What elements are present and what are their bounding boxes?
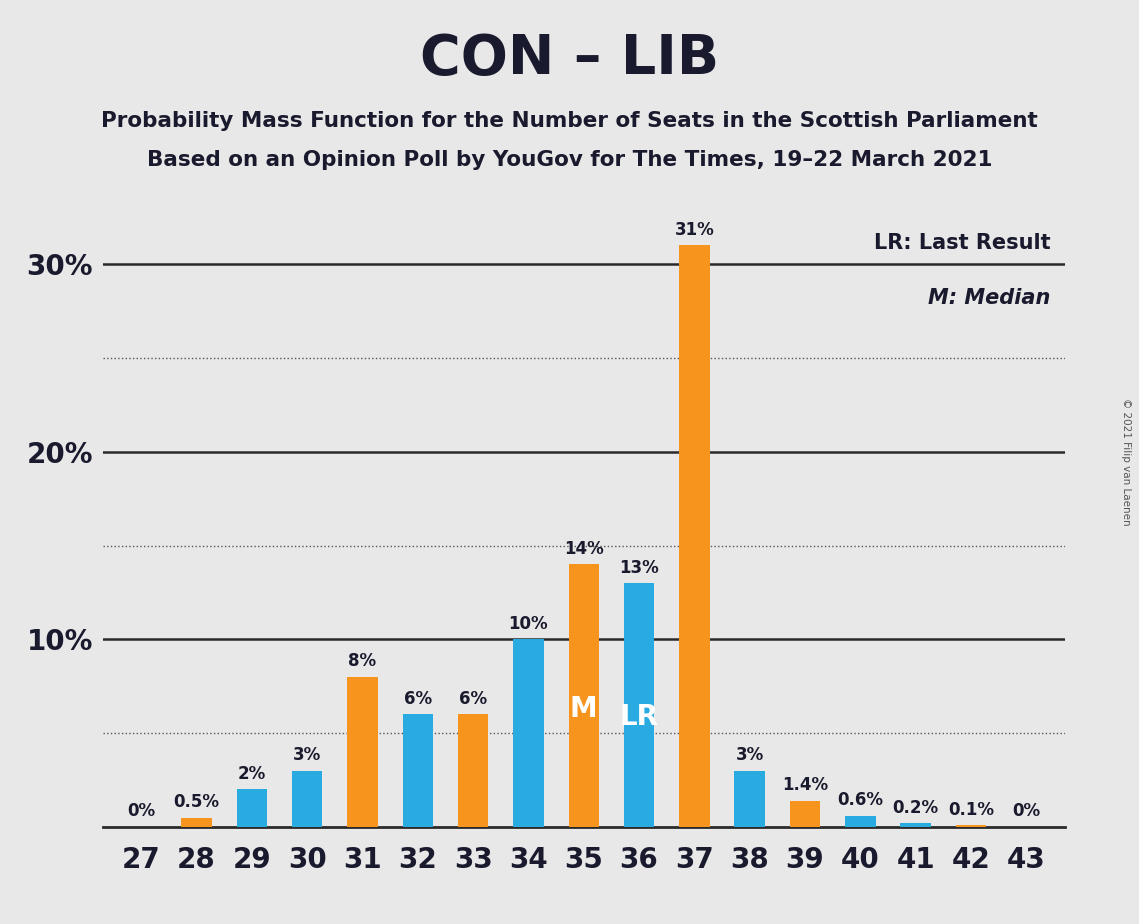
Text: 13%: 13% bbox=[620, 558, 659, 577]
Text: © 2021 Filip van Laenen: © 2021 Filip van Laenen bbox=[1121, 398, 1131, 526]
Bar bbox=[237, 789, 267, 827]
Text: 6%: 6% bbox=[403, 690, 432, 708]
Bar bbox=[679, 246, 710, 827]
Bar bbox=[956, 825, 986, 827]
Text: 8%: 8% bbox=[349, 652, 377, 670]
Text: 2%: 2% bbox=[238, 765, 267, 783]
Text: 0.5%: 0.5% bbox=[173, 793, 220, 811]
Bar bbox=[402, 714, 433, 827]
Bar bbox=[292, 771, 322, 827]
Text: 0.1%: 0.1% bbox=[948, 800, 994, 819]
Bar bbox=[514, 639, 543, 827]
Text: 0%: 0% bbox=[128, 802, 155, 821]
Text: 3%: 3% bbox=[736, 747, 764, 764]
Text: 14%: 14% bbox=[564, 540, 604, 558]
Bar bbox=[624, 583, 654, 827]
Text: 0.2%: 0.2% bbox=[893, 798, 939, 817]
Text: 1.4%: 1.4% bbox=[782, 776, 828, 794]
Text: 0.6%: 0.6% bbox=[837, 791, 884, 809]
Text: M: M bbox=[570, 695, 598, 723]
Text: LR: LR bbox=[620, 703, 658, 731]
Text: M: Median: M: Median bbox=[928, 288, 1050, 309]
Bar bbox=[347, 677, 378, 827]
Text: 10%: 10% bbox=[509, 614, 548, 633]
Bar bbox=[845, 816, 876, 827]
Bar bbox=[789, 801, 820, 827]
Text: LR: Last Result: LR: Last Result bbox=[874, 233, 1050, 252]
Text: Based on an Opinion Poll by YouGov for The Times, 19–22 March 2021: Based on an Opinion Poll by YouGov for T… bbox=[147, 150, 992, 170]
Text: CON – LIB: CON – LIB bbox=[420, 32, 719, 86]
Text: Probability Mass Function for the Number of Seats in the Scottish Parliament: Probability Mass Function for the Number… bbox=[101, 111, 1038, 131]
Bar bbox=[901, 823, 931, 827]
Bar bbox=[458, 714, 489, 827]
Bar bbox=[568, 565, 599, 827]
Text: 6%: 6% bbox=[459, 690, 487, 708]
Text: 3%: 3% bbox=[293, 747, 321, 764]
Text: 31%: 31% bbox=[674, 221, 714, 238]
Text: 0%: 0% bbox=[1013, 802, 1040, 821]
Bar bbox=[181, 818, 212, 827]
Bar bbox=[735, 771, 765, 827]
